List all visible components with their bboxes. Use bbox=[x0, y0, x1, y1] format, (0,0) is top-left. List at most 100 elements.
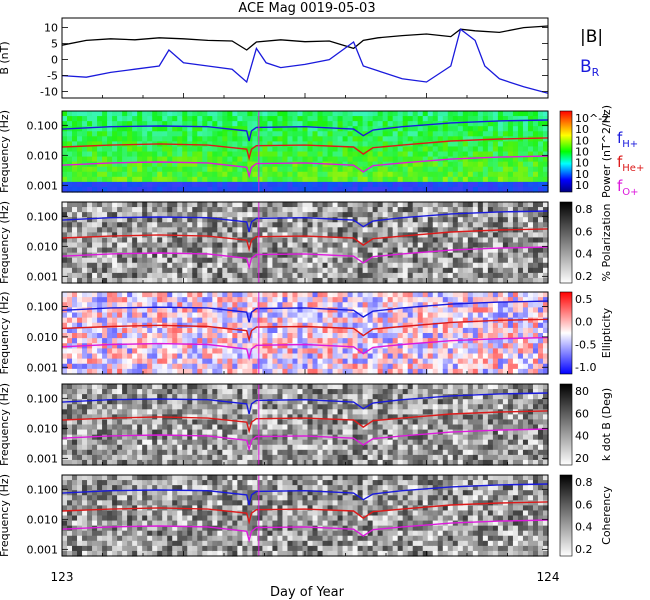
y-tick-label: 0.100 bbox=[27, 392, 59, 405]
y-tick-label: 0.010 bbox=[27, 240, 59, 253]
gyro-line-f_He+ bbox=[61, 137, 549, 161]
gyrofrequency-lines bbox=[61, 210, 549, 271]
heatmap-power bbox=[62, 111, 549, 193]
colorbar-tick-label: 0.8 bbox=[575, 203, 593, 216]
gyro-line-f_He+ bbox=[61, 410, 549, 434]
gyro-legend-item: fH+ bbox=[617, 129, 638, 150]
colorbar-kdotb: 80 60 40 20 k dot B (Deg) bbox=[559, 383, 613, 466]
colorbar-tick-label: 0.6 bbox=[575, 498, 593, 511]
gyro-line-f_O+ bbox=[61, 246, 549, 271]
y-tick-label: -10 bbox=[40, 86, 58, 99]
series-line-|B| bbox=[61, 25, 549, 51]
gyrofrequency-lines bbox=[61, 300, 549, 361]
panel-polarization: 0.100 0.010 0.001 Frequency (Hz) bbox=[0, 201, 549, 284]
chart-title: ACE Mag 0019-05-03 bbox=[238, 1, 375, 16]
gyro-line-f_O+ bbox=[61, 336, 549, 361]
colorbar-ellipticity: 0.5 0.0 -0.5 -1.0 Ellipticity bbox=[559, 291, 613, 375]
y-tick-label: 0.100 bbox=[27, 483, 59, 496]
colorbar-tick-label: 0.8 bbox=[575, 476, 593, 489]
x-tick-label: 123 bbox=[51, 570, 74, 584]
colorbar-label: Ellipticity bbox=[600, 307, 613, 358]
y-axis-label: Frequency (Hz) bbox=[0, 292, 11, 375]
gyro-line-f_O+ bbox=[61, 155, 549, 180]
y-tick-label: 0.001 bbox=[27, 543, 59, 556]
y-tick-label: 0.010 bbox=[27, 513, 59, 526]
colorbar-tick-label: -1.0 bbox=[575, 361, 596, 374]
y-tick-label: 0.001 bbox=[27, 179, 59, 192]
y-axis-label: B (nT) bbox=[0, 41, 11, 74]
colorbar-tick-label: 0.6 bbox=[575, 225, 593, 238]
colorbar-tick-label: 10^-2 bbox=[575, 112, 609, 125]
colorbar-tick-label: -0.5 bbox=[575, 338, 596, 351]
colorbar-tick-label: 0.2 bbox=[575, 543, 593, 556]
y-axis-label: Frequency (Hz) bbox=[0, 383, 11, 466]
heatmap-kdotb bbox=[62, 384, 549, 466]
colorbar-label: Coherency bbox=[600, 486, 613, 545]
colorbar-tick-label: 0.5 bbox=[575, 293, 593, 306]
colorbar-tick-label: 10 bbox=[575, 157, 589, 170]
colorbar-tick-label: 10 bbox=[575, 146, 589, 159]
colorbar-tick-label: 0.0 bbox=[575, 316, 593, 329]
gyro-line-f_He+ bbox=[61, 228, 549, 252]
y-tick-label: 5 bbox=[51, 38, 58, 51]
y-tick-label: 0.001 bbox=[27, 452, 59, 465]
panel-mag: |B| BR 10 5 0 -5 -10 B (nT) bbox=[0, 17, 603, 99]
colorbar-tick-label: 10 bbox=[575, 179, 589, 192]
colorbar-tick-label: 0.4 bbox=[575, 521, 593, 534]
colorbar-label: % Polarization bbox=[600, 204, 613, 282]
y-tick-label: 0.001 bbox=[27, 270, 59, 283]
colorbar-tick-label: 60 bbox=[575, 407, 589, 420]
gyro-line-f_H+ bbox=[61, 210, 549, 233]
y-tick-label: 0.010 bbox=[27, 331, 59, 344]
gyrofrequency-lines bbox=[61, 392, 549, 453]
gyro-line-f_O+ bbox=[61, 428, 549, 453]
gyro-line-f_He+ bbox=[61, 501, 549, 525]
y-tick-label: 0.100 bbox=[27, 300, 59, 313]
panel-ellipticity: 0.100 0.010 0.001 Frequency (Hz) bbox=[0, 291, 549, 375]
gyro-legend-item: fO+ bbox=[617, 177, 639, 198]
colorbar-tick-label: 0.4 bbox=[575, 248, 593, 261]
panel-power: fH+ fHe+ fO+ 0.100 0.010 0.001 Frequency (Hz) bbox=[0, 110, 644, 198]
gyro-line-f_O+ bbox=[61, 519, 549, 544]
y-axis-label: Frequency (Hz) bbox=[0, 474, 11, 557]
x-tick-label: 124 bbox=[537, 570, 560, 584]
y-tick-label: 0.001 bbox=[27, 361, 59, 374]
heatmap-polarization bbox=[62, 202, 549, 284]
y-tick-label: 0.010 bbox=[27, 149, 59, 162]
colorbar-tick-label: 10 bbox=[575, 134, 589, 147]
gyro-legend-item: fHe+ bbox=[617, 153, 644, 174]
gyro-line-f_H+ bbox=[61, 300, 549, 323]
colorbar-polarization: 0.8 0.6 0.4 0.2 % Polarization bbox=[559, 201, 613, 284]
legend-item: |B| bbox=[580, 27, 603, 47]
series-line-B_R bbox=[61, 28, 549, 94]
panel-kdotb: 0.100 0.010 0.001 Frequency (Hz) bbox=[0, 383, 549, 466]
x-axis: 123 124 bbox=[51, 570, 560, 584]
y-tick-label: 0.010 bbox=[27, 422, 59, 435]
colorbar-tick-label: 10 bbox=[575, 123, 589, 136]
y-tick-label: 0.100 bbox=[27, 210, 59, 223]
gyrofrequency-lines bbox=[61, 483, 549, 544]
y-axis-label: Frequency (Hz) bbox=[0, 201, 11, 284]
legend-item: BR bbox=[580, 57, 600, 79]
gyrofrequency-lines bbox=[61, 119, 549, 180]
colorbar-tick-label: 10 bbox=[575, 168, 589, 181]
heatmap-coherency bbox=[62, 475, 549, 557]
panel-coherency: 0.100 0.010 0.001 Frequency (Hz) bbox=[0, 474, 549, 557]
gyro-line-f_H+ bbox=[61, 392, 549, 415]
colorbar-label: Power (nT^2/Hz) bbox=[600, 105, 613, 198]
colorbar-tick-label: 20 bbox=[575, 452, 589, 465]
colorbar-tick-label: 0.2 bbox=[575, 270, 593, 283]
y-tick-label: 10 bbox=[44, 22, 58, 35]
colorbar-label: k dot B (Deg) bbox=[600, 388, 613, 461]
heatmap-ellipticity bbox=[62, 292, 549, 375]
gyro-line-f_H+ bbox=[61, 119, 549, 142]
gyro-line-f_H+ bbox=[61, 483, 549, 506]
x-axis-label: Day of Year bbox=[270, 585, 345, 600]
y-axis-label: Frequency (Hz) bbox=[0, 110, 11, 193]
y-tick-label: 0 bbox=[51, 54, 58, 67]
colorbar-coherency: 0.8 0.6 0.4 0.2 Coherency bbox=[559, 474, 613, 557]
gyro-line-f_He+ bbox=[61, 318, 549, 343]
